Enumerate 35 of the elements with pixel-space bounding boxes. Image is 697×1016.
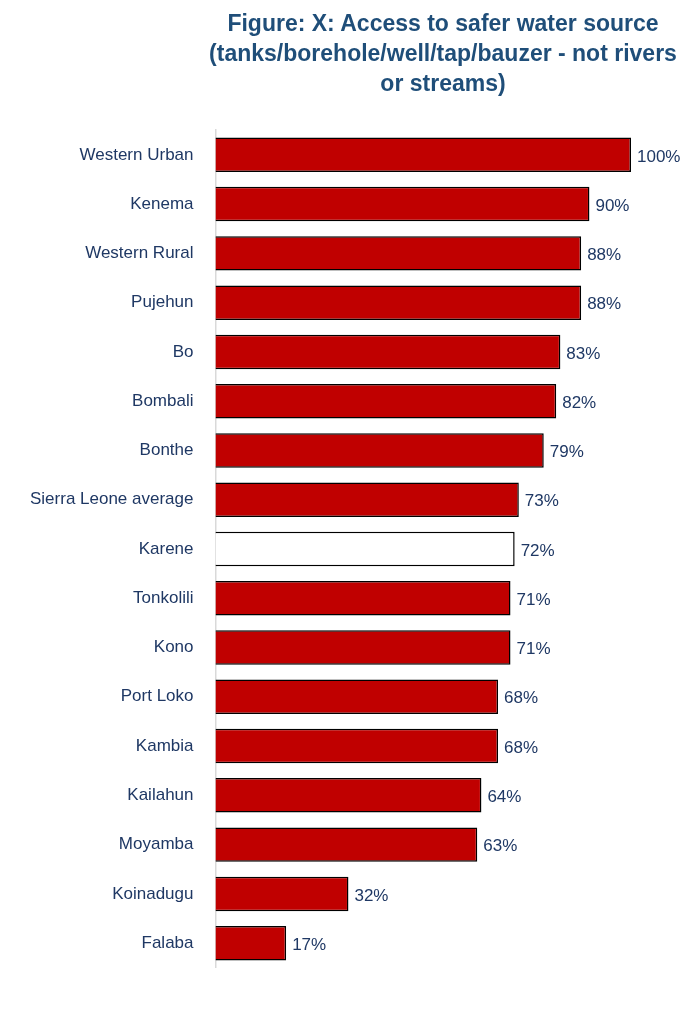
y-tick-label: Bo <box>172 341 194 361</box>
data-label: 73% <box>524 491 559 511</box>
y-tick-label: Bonthe <box>139 440 194 460</box>
y-tick-label: Karene <box>138 538 194 558</box>
data-label: 83% <box>566 343 601 363</box>
y-tick-label: Kailahun <box>127 785 194 805</box>
chart-title: Figure: X: Access to safer water source (tanks/borehole/well/tap/bauzer - not rivers or streams) <box>208 9 678 98</box>
data-label: 88% <box>587 245 622 265</box>
data-label: 63% <box>483 836 518 856</box>
data-label: 17% <box>292 934 327 954</box>
data-label: 90% <box>595 195 630 215</box>
y-tick-label: Sierra Leone average <box>29 489 194 509</box>
data-label: 68% <box>504 688 539 708</box>
data-label: 88% <box>587 294 622 314</box>
y-tick-label: Falaba <box>141 932 195 952</box>
data-label: 32% <box>354 885 389 905</box>
y-tick-label: Koinadugu <box>112 883 194 903</box>
data-label: 79% <box>549 442 584 462</box>
y-tick-label: Bombali <box>132 390 194 410</box>
data-label: 68% <box>504 737 539 757</box>
y-tick-label: Kambia <box>135 735 195 755</box>
data-label: 64% <box>487 787 522 807</box>
y-tick-label: Tonkolili <box>133 587 194 607</box>
y-tick-label: Kenema <box>130 193 195 213</box>
y-tick-label: Western Rural <box>85 243 194 263</box>
y-tick-label: Pujehun <box>131 292 194 312</box>
data-label: 82% <box>562 392 597 412</box>
data-label: 71% <box>516 589 551 609</box>
data-label: 72% <box>520 540 555 560</box>
y-tick-label: Port Loko <box>120 686 194 706</box>
data-label: 71% <box>516 639 551 659</box>
data-label: 100% <box>637 146 681 166</box>
y-tick-label: Kono <box>153 637 194 657</box>
y-tick-label: Western Urban <box>79 144 194 164</box>
y-tick-label: Moyamba <box>118 834 195 854</box>
